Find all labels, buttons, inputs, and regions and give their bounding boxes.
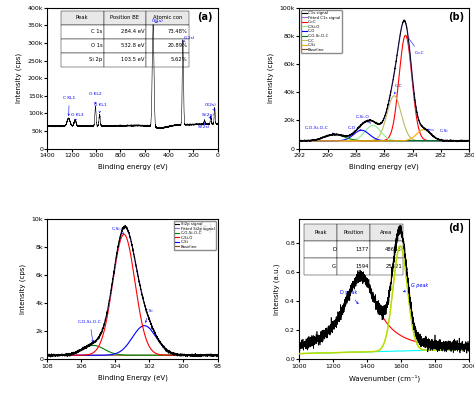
Text: C(1s): C(1s) (183, 36, 195, 42)
Text: C-O-Si-O-C: C-O-Si-O-C (304, 126, 334, 134)
Text: O(1s): O(1s) (152, 19, 164, 23)
Text: C-O: C-O (347, 126, 361, 130)
Text: O KL1: O KL1 (93, 103, 106, 113)
Text: O KL3: O KL3 (71, 113, 83, 121)
Text: (b): (b) (448, 12, 464, 22)
Text: C KL1: C KL1 (63, 96, 75, 116)
Text: C-Si: C-Si (427, 129, 448, 133)
X-axis label: Binding energy (eV): Binding energy (eV) (349, 163, 419, 170)
X-axis label: Binding energy (eV): Binding energy (eV) (98, 163, 167, 170)
Text: C-Si: C-Si (145, 308, 154, 322)
Text: (d): (d) (448, 223, 464, 233)
Text: Si(2p): Si(2p) (202, 113, 215, 118)
Text: O(2s): O(2s) (205, 103, 217, 110)
Text: O KL2: O KL2 (89, 92, 101, 104)
X-axis label: Binding Energy (eV): Binding Energy (eV) (98, 374, 167, 381)
Text: C-Si-O: C-Si-O (356, 115, 371, 123)
Y-axis label: Intensity (cps): Intensity (cps) (16, 53, 22, 103)
Text: G peak: G peak (403, 283, 428, 292)
Legend: Si2p signal, Fitted Si2p signal, C-O-Si-O-C, C-Si-O, C-Si, Baseline: Si2p signal, Fitted Si2p signal, C-O-Si-… (173, 221, 216, 250)
X-axis label: Wavenumber (cm⁻¹): Wavenumber (cm⁻¹) (349, 374, 420, 382)
Text: C-O-Si-O-C: C-O-Si-O-C (78, 320, 102, 342)
Text: C-C: C-C (394, 84, 402, 94)
Y-axis label: Intensity (cps): Intensity (cps) (267, 53, 274, 103)
Y-axis label: Intensity (cps): Intensity (cps) (20, 264, 26, 314)
Text: D peak: D peak (340, 290, 358, 304)
Legend: C1s signal, Fitted C1s signal, C=C, C-Si-O, C-O, C-O-Si-O-C, C-C, C-Si, Baseline: C1s signal, Fitted C1s signal, C=C, C-Si… (301, 10, 342, 53)
Text: (a): (a) (197, 12, 212, 22)
Text: C-Si-O: C-Si-O (112, 227, 126, 234)
Text: (c): (c) (198, 223, 212, 233)
Text: C=C: C=C (408, 37, 424, 55)
Y-axis label: Intensity (a.u.): Intensity (a.u.) (273, 263, 280, 315)
Text: Si(2s): Si(2s) (197, 123, 210, 129)
